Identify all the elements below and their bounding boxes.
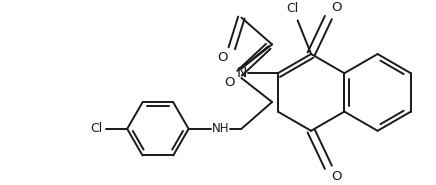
Text: O: O [331,170,341,183]
Text: O: O [217,51,228,64]
Text: Cl: Cl [90,122,102,135]
Text: NH: NH [211,122,229,135]
Text: N: N [236,66,247,80]
Text: Cl: Cl [286,2,298,15]
Text: O: O [225,76,235,89]
Text: O: O [331,1,341,14]
